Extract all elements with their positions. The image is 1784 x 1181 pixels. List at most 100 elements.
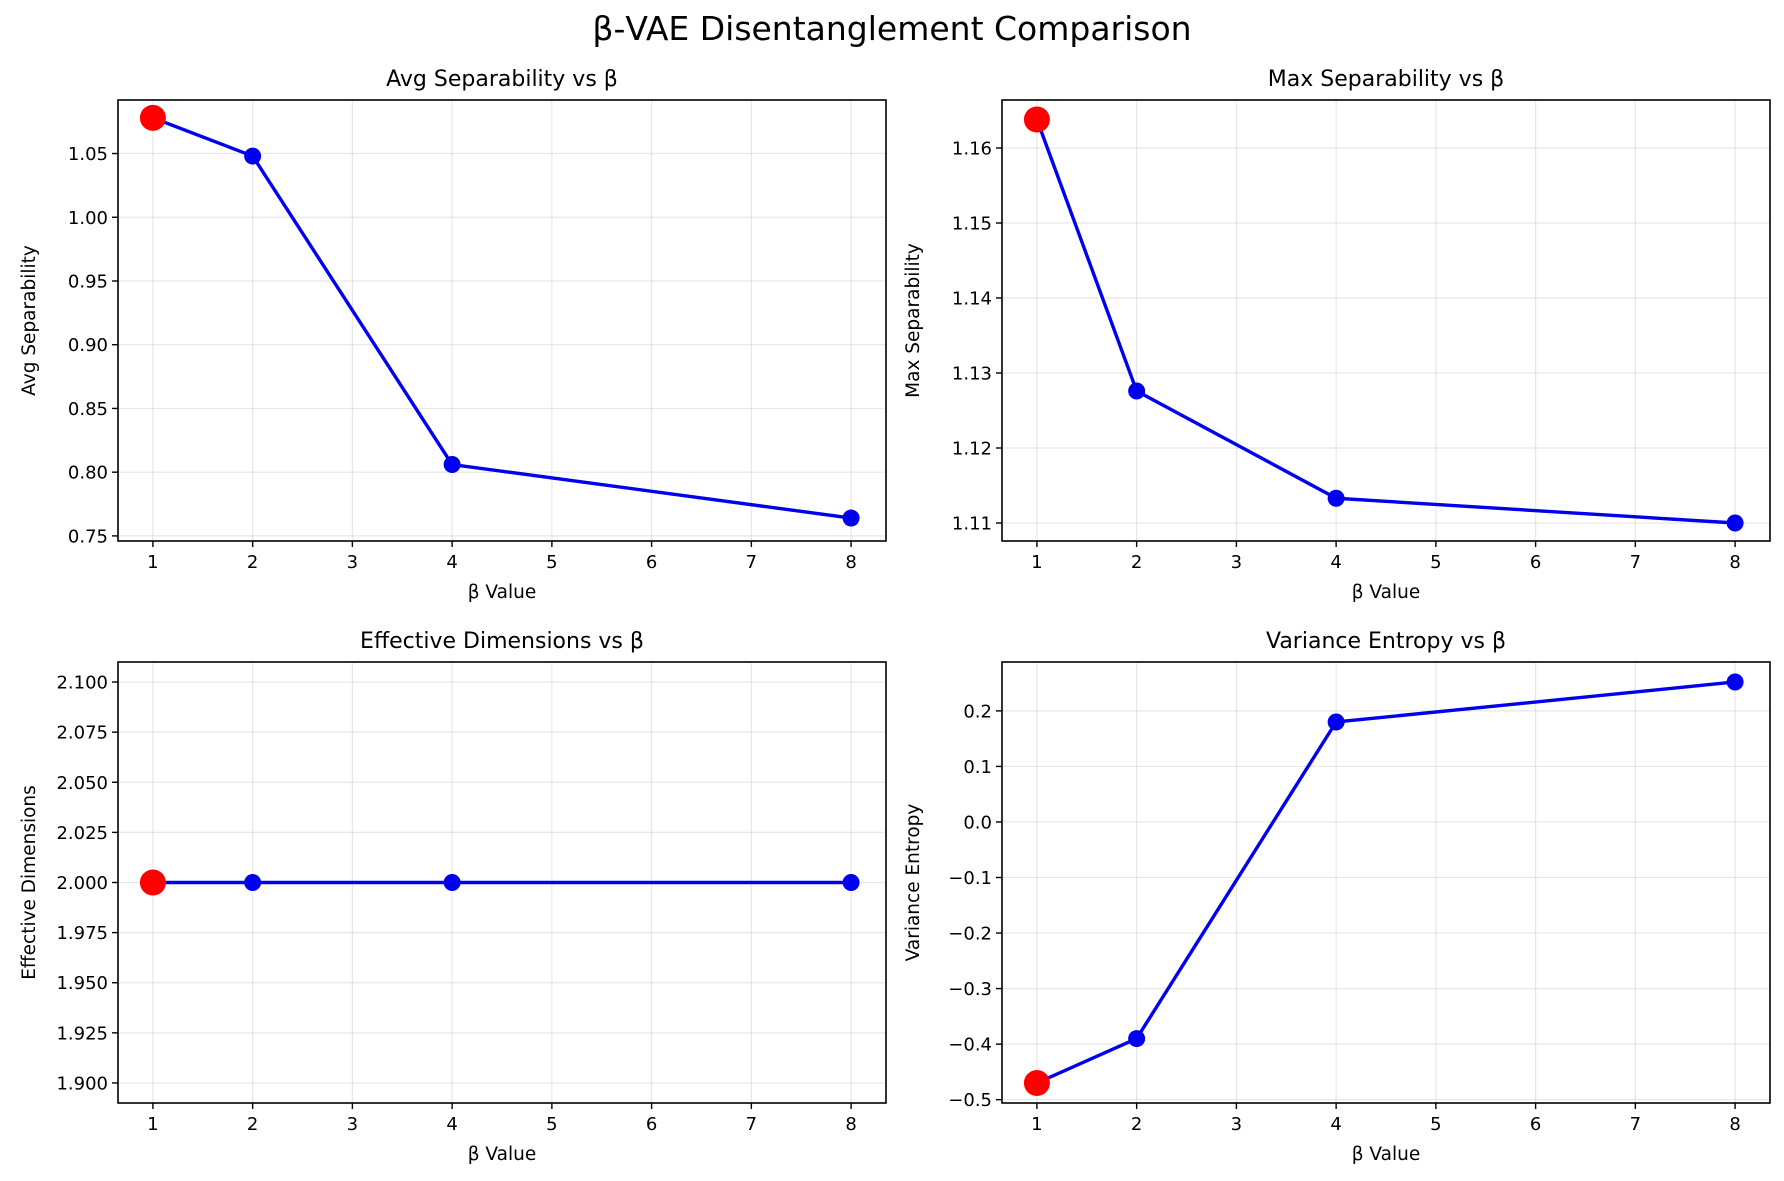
avg-separability-x-axis-label: β Value — [468, 582, 537, 603]
variance-entropy-y-tick-label: −0.3 — [948, 979, 992, 1000]
avg-separability-x-tick-label: 2 — [247, 552, 258, 573]
effective-dimensions-x-tick-label: 5 — [546, 1114, 557, 1135]
effective-dimensions-point — [443, 874, 461, 891]
effective-dimensions-x-tick-label: 2 — [247, 1114, 258, 1135]
max-separability-x-tick-label: 8 — [1729, 552, 1740, 573]
avg-separability-y-tick-label: 0.85 — [68, 399, 108, 420]
max-separability-x-tick-label: 4 — [1330, 552, 1341, 573]
avg-separability-y-tick-label: 1.00 — [68, 208, 108, 229]
max-separability-y-tick-label: 1.12 — [952, 439, 992, 460]
max-separability-x-tick-label: 2 — [1131, 552, 1142, 573]
avg-separability-x-tick-label: 1 — [147, 552, 158, 573]
max-separability-x-tick-label: 1 — [1031, 552, 1042, 573]
variance-entropy-y-tick-label: −0.5 — [948, 1090, 992, 1111]
effective-dimensions-x-tick-label: 4 — [446, 1114, 457, 1135]
avg-separability-point — [842, 509, 860, 527]
effective-dimensions-highlight-point — [139, 869, 166, 896]
effective-dimensions-point — [244, 874, 262, 891]
avg-separability-point — [443, 456, 461, 474]
variance-entropy-y-tick-label: 0.1 — [963, 757, 992, 778]
effective-dimensions-y-tick-label: 2.100 — [56, 673, 108, 694]
avg-separability-x-tick-label: 4 — [446, 552, 457, 573]
effective-dimensions-x-tick-label: 1 — [147, 1114, 158, 1135]
effective-dimensions-y-tick-label: 1.900 — [56, 1073, 108, 1094]
max-separability-point — [1128, 382, 1146, 400]
max-separability-title: Max Separability vs β — [1268, 67, 1504, 92]
variance-entropy-x-tick-label: 1 — [1031, 1114, 1042, 1135]
max-separability-point — [1327, 489, 1345, 507]
effective-dimensions-x-tick-label: 6 — [646, 1114, 657, 1135]
variance-entropy-y-tick-label: 0.0 — [963, 812, 992, 833]
variance-entropy-y-tick-label: −0.1 — [948, 868, 992, 889]
variance-entropy-series-line — [1036, 680, 1736, 1085]
avg-separability-x-tick-label: 3 — [347, 552, 358, 573]
avg-separability-x-tick-label: 5 — [546, 552, 557, 573]
effective-dimensions-y-axis-label: Effective Dimensions — [19, 785, 40, 980]
effective-dimensions-y-tick-label: 2.000 — [56, 873, 108, 894]
effective-dimensions-axes-frame — [117, 661, 887, 1104]
max-separability-point — [1726, 514, 1744, 532]
variance-entropy-x-tick-label: 3 — [1231, 1114, 1242, 1135]
avg-separability-title: Avg Separability vs β — [386, 67, 618, 92]
avg-separability-x-tick-label: 8 — [845, 552, 856, 573]
avg-separability-y-tick-label: 0.90 — [68, 335, 108, 356]
avg-separability-y-tick-label: 0.75 — [68, 526, 108, 547]
effective-dimensions-y-tick-label: 2.050 — [56, 773, 108, 794]
avg-separability-y-axis-label: Avg Separability — [19, 245, 40, 396]
max-separability-y-axis-label: Max Separability — [903, 243, 924, 398]
effective-dimensions-y-tick-label: 1.975 — [56, 923, 108, 944]
max-separability-y-tick-label: 1.13 — [952, 364, 992, 385]
max-separability-x-tick-label: 7 — [1630, 552, 1641, 573]
max-separability-y-tick-label: 1.11 — [952, 514, 992, 535]
avg-separability-highlight-point — [139, 104, 166, 131]
variance-entropy-point — [1327, 713, 1345, 731]
variance-entropy-x-tick-label: 4 — [1330, 1114, 1341, 1135]
variance-entropy-axes-frame — [1001, 661, 1771, 1104]
avg-separability-y-tick-label: 0.80 — [68, 463, 108, 484]
variance-entropy-highlight-point — [1023, 1070, 1050, 1097]
effective-dimensions-title: Effective Dimensions vs β — [360, 629, 644, 654]
variance-entropy-y-tick-label: −0.4 — [948, 1035, 992, 1056]
effective-dimensions-y-tick-label: 2.075 — [56, 723, 108, 744]
variance-entropy-point — [1128, 1030, 1146, 1048]
effective-dimensions-x-tick-label: 8 — [845, 1114, 856, 1135]
effective-dimensions-y-tick-label: 1.950 — [56, 973, 108, 994]
avg-separability-y-tick-label: 0.95 — [68, 271, 108, 292]
effective-dimensions-point — [842, 874, 860, 891]
variance-entropy-y-tick-label: 0.2 — [963, 701, 992, 722]
subplot-variance-entropy: 1 2 3 4 5 6 7 8 −0.5 −0.4 −0.3 −0.2 −0.1 0.0 0.1 0.2 Var… — [903, 629, 1771, 1165]
effective-dimensions-y-tick-label: 1.925 — [56, 1023, 108, 1044]
variance-entropy-y-tick-label: −0.2 — [948, 924, 992, 945]
max-separability-series-line — [1035, 118, 1736, 525]
max-separability-y-tick-label: 1.14 — [952, 289, 992, 310]
max-separability-x-tick-label: 6 — [1530, 552, 1541, 573]
max-separability-highlight-point — [1023, 106, 1050, 133]
max-separability-axes-frame — [1001, 99, 1771, 542]
subplot-effective-dimensions: 1 2 3 4 5 6 7 8 1.900 1.925 1.950 1.975 2.000 2.025 2.… — [19, 629, 887, 1165]
avg-separability-x-tick-label: 6 — [646, 552, 657, 573]
effective-dimensions-x-tick-label: 7 — [746, 1114, 757, 1135]
effective-dimensions-x-axis-label: β Value — [468, 1144, 537, 1165]
variance-entropy-x-tick-label: 6 — [1530, 1114, 1541, 1135]
subplot-avg-separability: 1 2 3 4 5 6 7 8 0.75 0.80 0.85 0.90 0.95 1.00 1.05 Avg … — [19, 67, 887, 603]
avg-separability-point — [244, 147, 262, 165]
max-separability-x-tick-label: 3 — [1231, 552, 1242, 573]
max-separability-x-axis-label: β Value — [1352, 582, 1421, 603]
variance-entropy-x-tick-label: 8 — [1729, 1114, 1740, 1135]
variance-entropy-x-axis-label: β Value — [1352, 1144, 1421, 1165]
avg-separability-series-line — [152, 116, 852, 520]
max-separability-x-tick-label: 5 — [1430, 552, 1441, 573]
figure-title: β-VAE Disentanglement Comparison — [592, 9, 1191, 48]
variance-entropy-title: Variance Entropy vs β — [1266, 629, 1506, 654]
subplot-max-separability: 1 2 3 4 5 6 7 8 1.11 1.12 1.13 1.14 1.15 1.16 Max Sepa… — [903, 67, 1771, 603]
variance-entropy-point — [1726, 673, 1744, 691]
variance-entropy-x-tick-label: 2 — [1131, 1114, 1142, 1135]
avg-separability-y-tick-label: 1.05 — [68, 144, 108, 165]
max-separability-y-tick-label: 1.15 — [952, 214, 992, 235]
effective-dimensions-x-tick-label: 3 — [347, 1114, 358, 1135]
max-separability-y-tick-label: 1.16 — [952, 139, 992, 160]
variance-entropy-y-axis-label: Variance Entropy — [903, 804, 924, 962]
variance-entropy-x-tick-label: 5 — [1430, 1114, 1441, 1135]
effective-dimensions-y-tick-label: 2.025 — [56, 823, 108, 844]
